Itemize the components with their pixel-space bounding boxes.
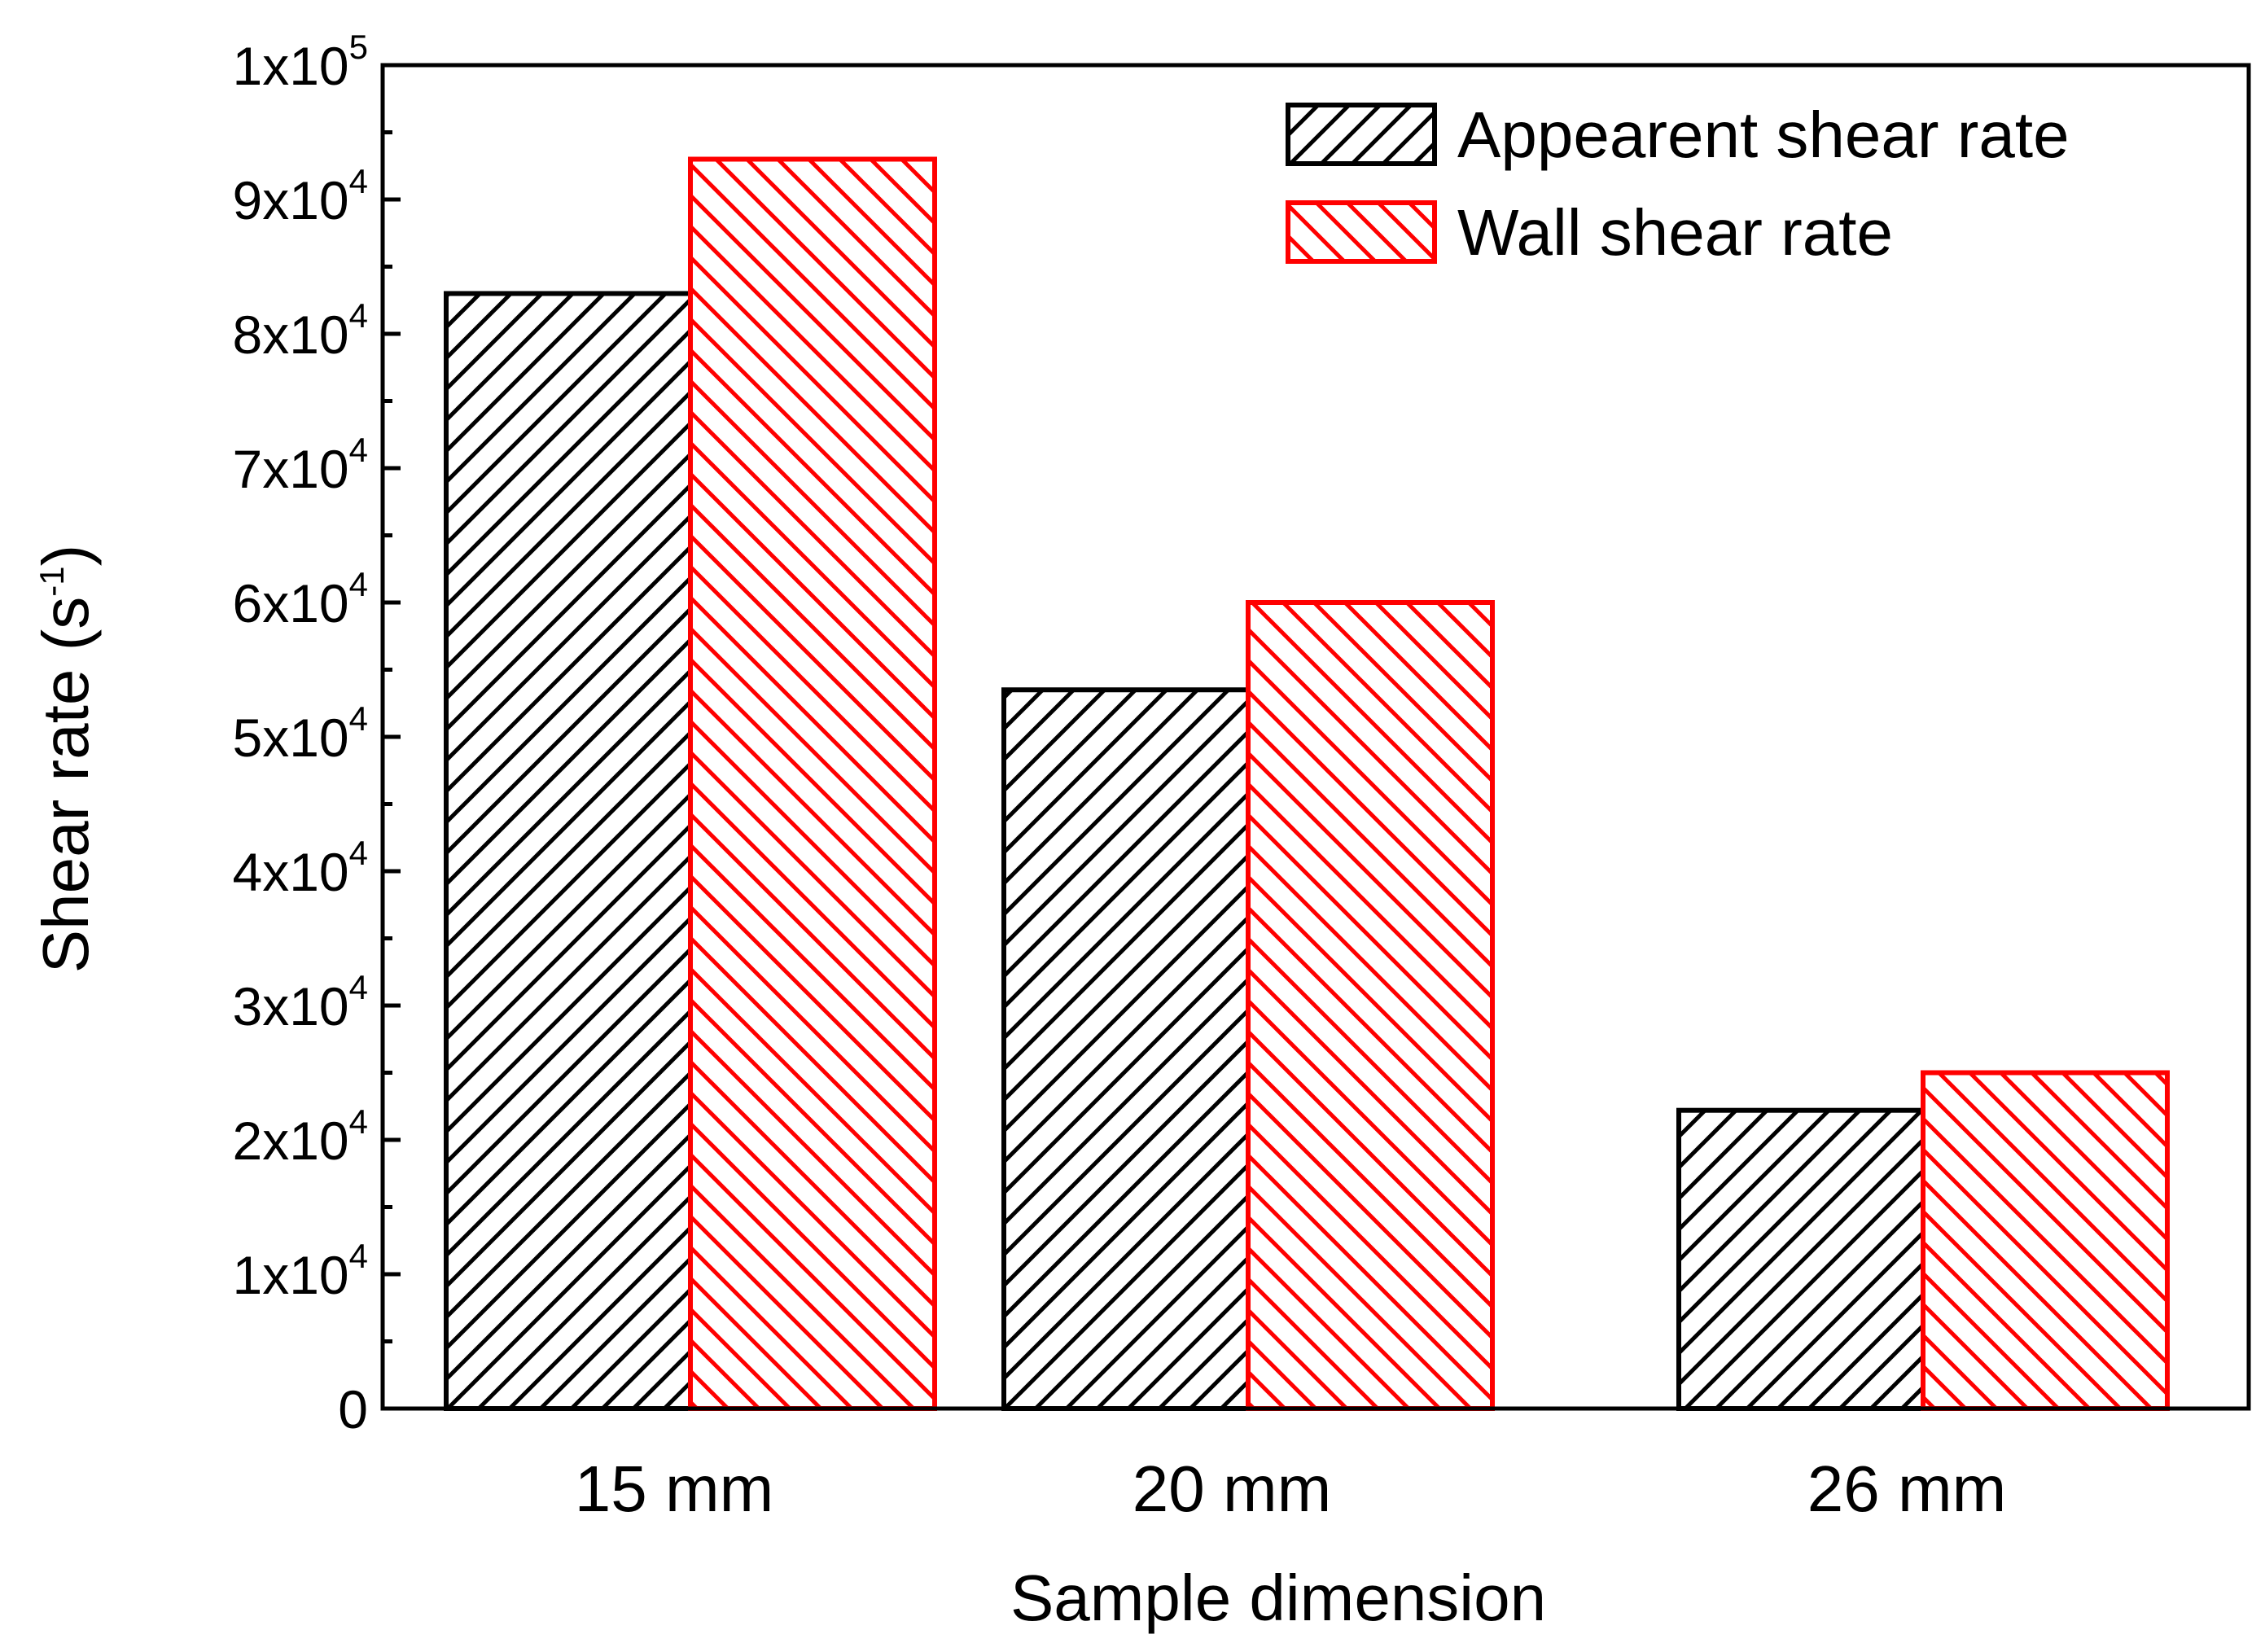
y-tick-label: 0 [338, 1379, 368, 1439]
legend-swatch-wall [1286, 200, 1437, 264]
x-tick-label: 20 mm [1132, 1453, 1332, 1525]
y-tick-label: 3x104 [233, 968, 368, 1036]
y-tick-label: 2x104 [233, 1102, 368, 1171]
y-tick-label: 9x104 [233, 162, 368, 230]
bar-wall-26-mm [1921, 1070, 2170, 1411]
legend: Appearent shear rate Wall shear rate [1286, 99, 2070, 269]
bar-apparent-20-mm [1001, 687, 1251, 1411]
y-axis-title: Shear rate (s-1) [29, 545, 102, 973]
y-tick-label: 7x104 [233, 431, 368, 499]
x-axis: 15 mm 20 mm 26 mm [575, 1453, 2007, 1525]
y-axis: 0 1x104 2x104 3x104 4x104 5x104 6x104 7x104 8x10… [233, 28, 401, 1439]
y-tick-label: 5x104 [233, 699, 368, 768]
bars-group [444, 156, 2170, 1411]
x-tick-label: 26 mm [1807, 1453, 2007, 1525]
y-axis-title-exponent: -1 [33, 566, 71, 596]
y-tick-label: 1x105 [233, 28, 368, 96]
y-tick-label: 8x104 [233, 296, 368, 365]
bar-wall-15-mm [688, 156, 937, 1411]
bar-apparent-15-mm [444, 291, 693, 1411]
x-axis-title: Sample dimension [1010, 1562, 1546, 1634]
legend-swatch-apparent [1286, 103, 1437, 166]
bar-wall-20-mm [1246, 600, 1495, 1411]
plot-frame [380, 63, 2251, 1411]
x-tick-label: 15 mm [575, 1453, 774, 1525]
y-tick-label: 4x104 [233, 834, 368, 902]
legend-label-wall: Wall shear rate [1457, 196, 1893, 269]
bar-apparent-26-mm [1676, 1107, 1925, 1411]
y-tick-label: 6x104 [233, 565, 368, 633]
legend-label-apparent: Appearent shear rate [1457, 99, 2070, 171]
y-tick-label: 1x104 [233, 1237, 368, 1305]
